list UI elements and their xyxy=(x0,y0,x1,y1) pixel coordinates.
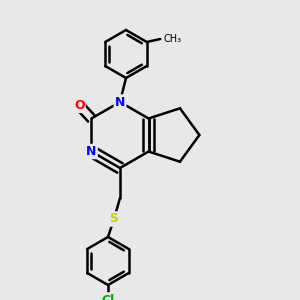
Text: N: N xyxy=(115,95,125,109)
Text: S: S xyxy=(110,212,118,226)
Text: O: O xyxy=(74,99,85,112)
Text: CH₃: CH₃ xyxy=(163,34,182,44)
Text: Cl: Cl xyxy=(101,293,115,300)
Text: N: N xyxy=(86,145,97,158)
